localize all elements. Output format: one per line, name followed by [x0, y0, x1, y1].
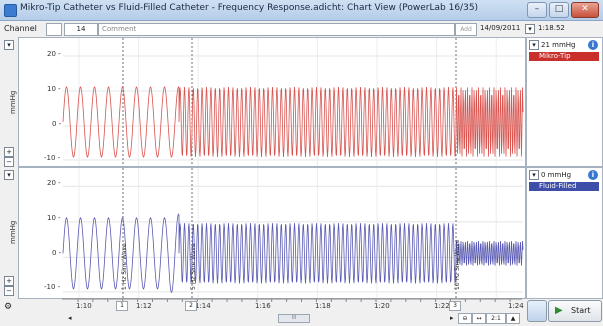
time-axis-ruler — [62, 298, 522, 302]
record-mode-icon[interactable] — [527, 300, 547, 322]
x-tick: 1:14 — [195, 302, 211, 310]
fluid-filled-readout: 0 mmHg — [541, 171, 572, 179]
maximize-button[interactable]: □ — [549, 2, 569, 18]
window-title: Mikro-Tip Catheter vs Fluid-Filled Cathe… — [20, 3, 479, 13]
marker-badge[interactable]: 2 — [185, 301, 197, 311]
y-tick: 0 - — [52, 249, 62, 257]
x-tick: 1:18 — [315, 302, 331, 310]
title-bar: Mikro-Tip Catheter vs Fluid-Filled Cathe… — [0, 0, 603, 21]
date-readout: 14/09/2011 — [480, 24, 521, 32]
y-tick: 10 - — [47, 85, 61, 93]
y-tick: 10 - — [47, 214, 61, 222]
scroll-right-arrow-icon[interactable]: ▸ — [450, 314, 454, 322]
mikro-tip-channel-box: ▾ 21 mmHg i Mikro-Tip — [526, 37, 603, 167]
fluid-filled-channel-box: ▾ 0 mmHg i Fluid-Filled — [526, 167, 603, 299]
mikro-tip-readout: 21 mmHg — [541, 41, 576, 49]
marker-badge[interactable]: 3 — [449, 301, 461, 311]
y-tick: -10 - — [44, 283, 61, 291]
settings-icon[interactable]: ⚙ — [4, 302, 13, 312]
fluid-filled-plot-panel[interactable]: 20 - 10 - 0 - -10 - 1 Hz Sine Wave 5 Hz … — [18, 167, 526, 299]
marker-label: 5 Hz Sine Wave — [190, 243, 197, 290]
time-readout: 1:18.52 — [538, 24, 565, 32]
fluid-filled-waveform — [62, 168, 524, 298]
channel-toolbar: Channel 14 Comment Add 14/09/2011 ▾ 1:18… — [0, 21, 603, 37]
marker-badge[interactable]: 1 — [116, 301, 128, 311]
scrollbar-thumb[interactable]: III — [278, 314, 310, 323]
time-axis: 1:10 1:12 1:14 1:16 1:18 1:20 1:22 1:24 … — [18, 298, 524, 326]
marker-label: 1 Hz Sine Wave — [121, 243, 128, 290]
app-icon — [4, 4, 17, 17]
y-tick: 0 - — [52, 120, 62, 128]
minimize-button[interactable]: – — [527, 2, 547, 18]
x-tick: 1:24 — [508, 302, 524, 310]
panel2-menu-icon[interactable]: ▾ — [4, 170, 14, 180]
x-tick: 1:20 — [374, 302, 390, 310]
y-tick: -10 - — [44, 154, 61, 162]
panel2-unit-label: mmHg — [9, 220, 17, 244]
zoom-in-icon[interactable]: ▲ — [506, 313, 520, 324]
close-button[interactable]: ✕ — [571, 2, 599, 18]
panel1-menu-icon[interactable]: ▾ — [4, 40, 14, 50]
play-icon: ▶ — [555, 305, 563, 316]
marker-label: 10 Hz Sine Wave — [454, 239, 461, 290]
channel-selector[interactable] — [46, 23, 62, 36]
x-tick: 1:10 — [76, 302, 92, 310]
zoom-out-icon[interactable]: ⊖ — [458, 313, 472, 324]
zoom-fit-icon[interactable]: ↔ — [472, 313, 486, 324]
start-label: Start — [571, 306, 591, 315]
mikro-tip-plot-panel[interactable]: 20 - 10 - 0 - -10 - — [18, 37, 526, 167]
comment-input[interactable]: Comment — [98, 23, 455, 36]
y-tick: 20 - — [47, 50, 61, 58]
panel2-zoom-in-icon[interactable]: + — [4, 276, 14, 286]
x-tick: 1:12 — [136, 302, 152, 310]
panel1-zoom-out-icon[interactable]: − — [4, 157, 14, 167]
info-icon[interactable]: i — [588, 170, 598, 180]
channel-number-field[interactable]: 14 — [64, 23, 98, 36]
x-tick: 1:16 — [255, 302, 271, 310]
panel2-zoom-out-icon[interactable]: − — [4, 286, 14, 296]
mikro-tip-channel-dropdown[interactable]: Mikro-Tip — [529, 52, 599, 61]
readout-menu-icon[interactable]: ▾ — [525, 24, 535, 34]
add-comment-button[interactable]: Add — [455, 23, 477, 36]
zoom-ratio-field[interactable]: 2:1 — [486, 313, 506, 324]
readout-menu-icon[interactable]: ▾ — [529, 40, 539, 50]
info-icon[interactable]: i — [588, 40, 598, 50]
panel1-unit-label: mmHg — [9, 90, 17, 114]
fluid-filled-channel-dropdown[interactable]: Fluid-Filled — [529, 182, 599, 191]
start-button[interactable]: ▶ Start — [548, 300, 602, 322]
panel1-zoom-in-icon[interactable]: + — [4, 147, 14, 157]
y-tick: 20 - — [47, 179, 61, 187]
mikro-tip-waveform — [62, 38, 524, 166]
scroll-left-arrow-icon[interactable]: ◂ — [68, 314, 72, 322]
channel-label: Channel — [4, 24, 37, 33]
x-tick: 1:22 — [434, 302, 450, 310]
readout-menu-icon[interactable]: ▾ — [529, 170, 539, 180]
